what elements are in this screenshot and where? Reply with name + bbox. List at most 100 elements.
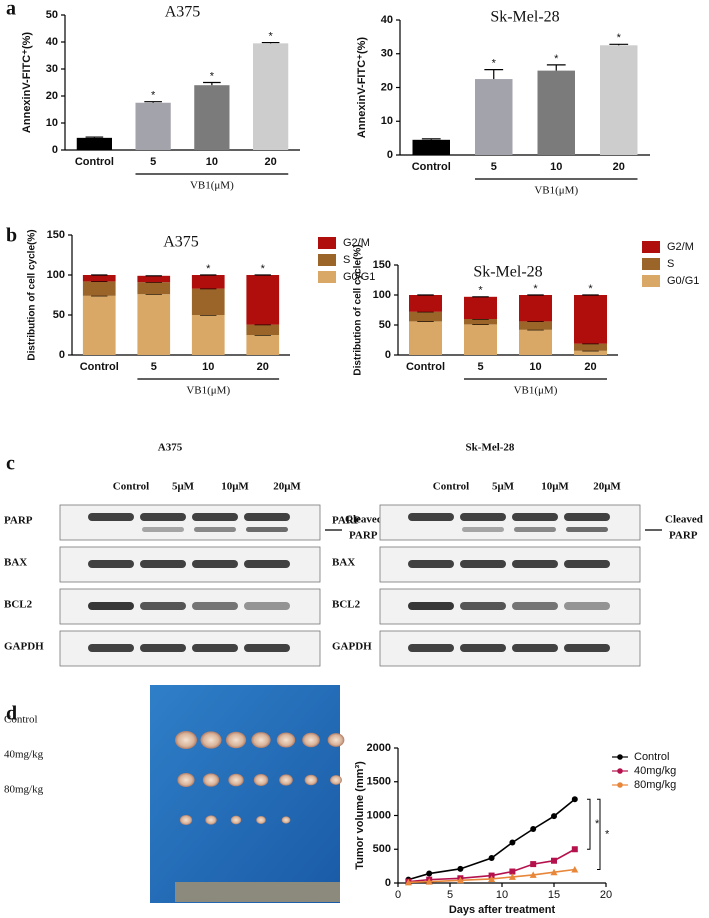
bar-segment [191,315,225,355]
point [529,871,537,878]
y-tick-label: 30 [381,48,393,60]
blot-band [460,560,506,568]
blot-band [512,560,558,568]
blot-title: Sk-Mel-28 [466,442,515,454]
y-axis-label: Distribution of cell cycle(%) [27,229,38,360]
x-tick-label: 10 [529,361,541,373]
blot-band [408,602,454,610]
point [550,868,558,876]
significance: * [533,283,538,295]
blot-band [460,644,506,652]
y-tick-label: 0 [387,149,393,161]
y-tick-label: 10 [46,117,58,129]
blot-row: PARP [332,515,361,527]
blot-column: 20μM [593,481,621,493]
significance: * [210,70,215,82]
tumor [200,731,222,749]
tumor [225,731,247,749]
x-tick-label: 10 [206,156,218,168]
blot-band [512,513,558,521]
panel-label: b [6,225,17,247]
point [509,868,516,875]
significance: * [151,90,156,102]
blot-band [460,513,506,521]
x-tick-label: 5 [151,361,157,373]
group-label: VB1(μM) [186,385,230,397]
y-tick-label: 100 [47,269,65,281]
point [509,839,516,846]
ruler [175,882,340,902]
blot-band [564,602,610,610]
legend-marker [617,754,623,760]
significance: * [261,263,266,275]
x-tick-label: 5 [150,156,156,168]
blot-band [564,560,610,568]
y-tick-label: 50 [379,319,391,331]
significance: * [268,30,273,42]
blot-band [88,602,134,610]
x-tick-label: 20 [265,156,277,168]
point [571,846,578,853]
photo-row-label: 40mg/kg [4,749,44,761]
legend-marker [617,768,623,774]
panel-label: a [6,0,16,20]
chart-title: A375 [163,234,199,251]
y-tick-label: 150 [47,229,65,241]
significance: * [206,263,211,275]
legend-label: 40mg/kg [634,765,676,777]
y-tick-label: 1000 [367,809,391,821]
bar-segment [464,296,497,319]
legend-label: G2/M [667,241,694,253]
legend-label: G2/M [343,237,370,249]
tumor [253,774,269,786]
point [425,878,433,885]
blot-column: 20μM [273,481,301,493]
blot-band [140,513,186,521]
y-tick-label: 0 [385,349,391,361]
series-line [408,848,576,883]
tumor [330,775,342,785]
point [488,875,496,882]
x-tick-label: Control [412,161,451,173]
significance-bracket [597,798,601,870]
bar-segment [409,321,442,355]
y-axis-label: Tumor volume (mm³) [354,761,366,870]
blot-band [88,513,134,521]
blot-column: Control [113,481,149,493]
bar-segment [82,281,116,296]
blot-column: 5μM [492,481,515,493]
blot-band [512,602,558,610]
bar [253,43,289,150]
y-tick-label: 0 [59,349,65,361]
tumor [256,816,266,824]
legend-label: Control [634,751,669,763]
y-tick-label: 20 [46,90,58,102]
point [551,857,557,864]
y-tick-label: 1500 [367,776,391,788]
x-tick-label: 5 [477,361,483,373]
cleaved-band [194,527,236,532]
blot-row: BCL2 [332,599,361,611]
x-tick-label: 20 [584,361,596,373]
bar-segment [137,294,171,355]
bar [537,70,575,155]
blot-frame [379,504,641,541]
panel-label: c [6,453,15,475]
x-tick-label: Control [406,361,445,373]
y-tick-label: 500 [373,843,391,855]
legend-label: G0/G1 [667,275,699,287]
blot-band [408,644,454,652]
blot-row: GAPDH [332,641,372,653]
tumor [302,732,320,748]
blot-band [192,560,238,568]
chart-title: A375 [165,4,201,21]
blot-row: BCL2 [4,599,33,611]
significance: * [617,32,622,44]
significance: * [588,283,593,295]
bar-segment [574,295,607,344]
x-tick-label: 5 [491,161,497,173]
blot-band [88,644,134,652]
x-tick-label: Control [80,361,119,373]
x-tick-label: 15 [548,889,560,901]
legend-label: G0/G1 [343,271,375,283]
